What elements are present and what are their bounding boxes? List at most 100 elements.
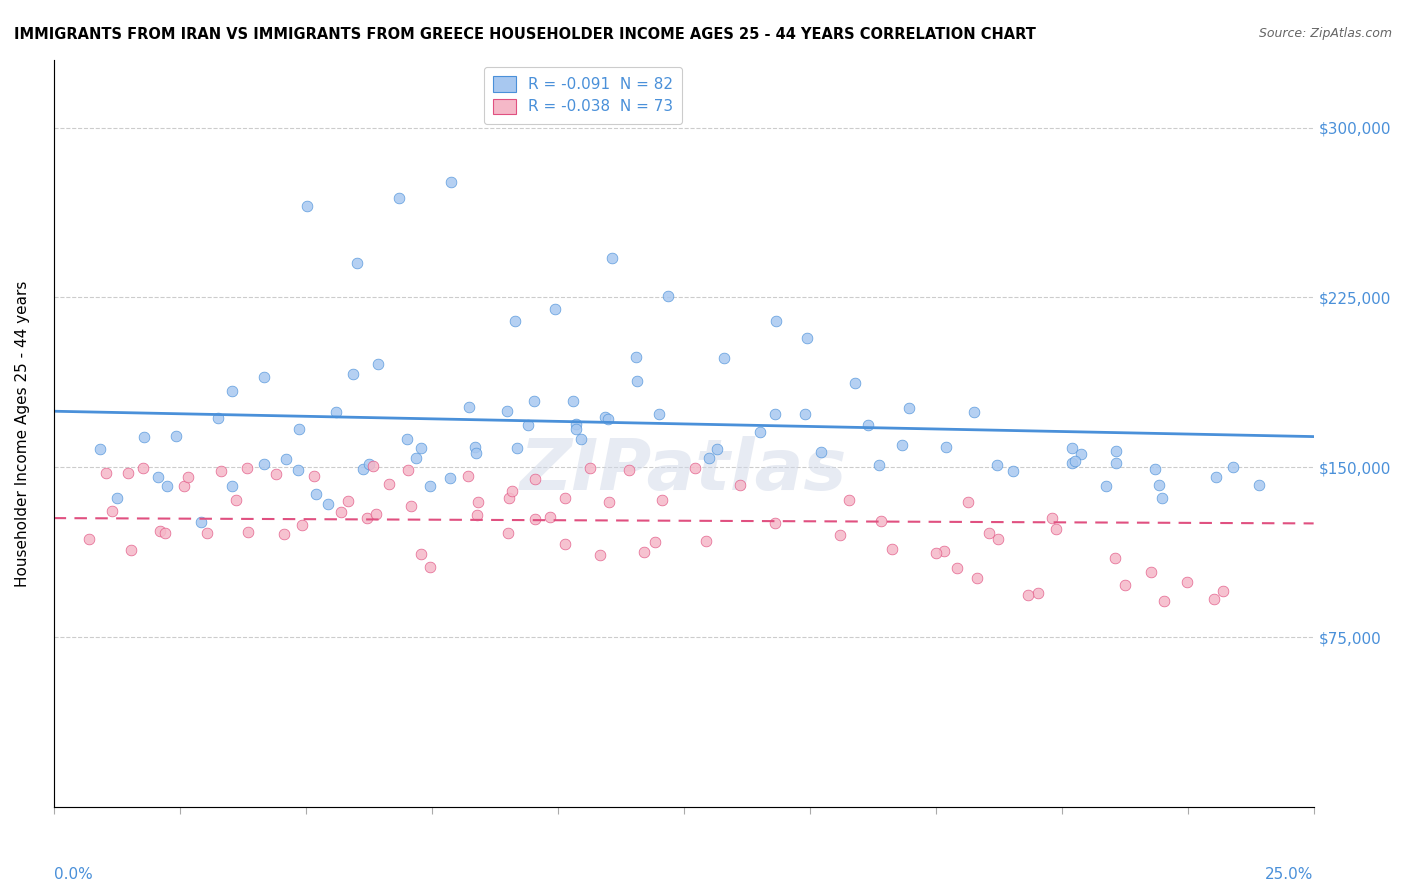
Point <box>523 394 546 409</box>
Point <box>221 384 243 399</box>
Text: 0.0%: 0.0% <box>53 867 93 882</box>
Point <box>399 499 422 513</box>
Text: ZIPatlas: ZIPatlas <box>520 436 848 505</box>
Point <box>763 407 786 421</box>
Point <box>562 394 585 409</box>
Point <box>148 524 170 539</box>
Point <box>411 547 433 561</box>
Point <box>1212 584 1234 599</box>
Point <box>346 255 368 269</box>
Point <box>934 544 956 558</box>
Point <box>626 374 648 388</box>
Point <box>925 546 948 560</box>
Point <box>728 478 751 492</box>
Point <box>336 493 359 508</box>
Point <box>589 549 612 563</box>
Point <box>419 479 441 493</box>
Point <box>977 525 1000 540</box>
Point <box>593 409 616 424</box>
Point <box>117 466 139 480</box>
Point <box>165 429 187 443</box>
Point <box>464 446 486 460</box>
Point <box>890 438 912 452</box>
Point <box>748 425 770 440</box>
Text: IMMIGRANTS FROM IRAN VS IMMIGRANTS FROM GREECE HOUSEHOLDER INCOME AGES 25 - 44 Y: IMMIGRANTS FROM IRAN VS IMMIGRANTS FROM … <box>14 27 1036 42</box>
Point <box>657 289 679 303</box>
Point <box>706 442 728 456</box>
Point <box>457 469 479 483</box>
Point <box>439 175 461 189</box>
Point <box>1045 522 1067 536</box>
Point <box>1062 441 1084 455</box>
Point <box>190 515 212 529</box>
Point <box>793 407 815 421</box>
Point <box>554 537 576 551</box>
Point <box>253 369 276 384</box>
Point <box>810 445 832 459</box>
Point <box>1222 460 1244 475</box>
Point <box>644 535 666 549</box>
Point <box>695 533 717 548</box>
Point <box>600 251 623 265</box>
Point <box>1095 479 1118 493</box>
Point <box>844 376 866 390</box>
Point <box>134 430 156 444</box>
Point <box>378 476 401 491</box>
Point <box>396 463 419 477</box>
Point <box>120 542 142 557</box>
Point <box>195 526 218 541</box>
Point <box>544 302 567 317</box>
Point <box>619 463 641 477</box>
Point <box>1105 456 1128 470</box>
Point <box>1105 444 1128 458</box>
Point <box>173 479 195 493</box>
Point <box>506 441 529 455</box>
Point <box>517 418 540 433</box>
Point <box>765 314 787 328</box>
Point <box>683 460 706 475</box>
Point <box>1002 465 1025 479</box>
Point <box>302 469 325 483</box>
Point <box>132 460 155 475</box>
Point <box>467 495 489 509</box>
Point <box>869 514 891 528</box>
Point <box>633 545 655 559</box>
Point <box>146 470 169 484</box>
Point <box>396 432 419 446</box>
Y-axis label: Householder Income Ages 25 - 44 years: Householder Income Ages 25 - 44 years <box>15 280 30 587</box>
Point <box>579 461 602 475</box>
Point <box>498 491 520 506</box>
Point <box>763 516 786 530</box>
Point <box>856 417 879 432</box>
Point <box>828 528 851 542</box>
Point <box>273 526 295 541</box>
Point <box>538 510 561 524</box>
Point <box>276 452 298 467</box>
Point <box>868 458 890 472</box>
Point <box>713 351 735 365</box>
Point <box>1040 511 1063 525</box>
Point <box>1060 456 1083 470</box>
Point <box>1070 447 1092 461</box>
Point <box>207 411 229 425</box>
Point <box>356 511 378 525</box>
Point <box>564 422 586 436</box>
Point <box>363 459 385 474</box>
Point <box>624 351 647 365</box>
Point <box>1144 462 1167 476</box>
Point <box>1017 588 1039 602</box>
Point <box>225 493 247 508</box>
Point <box>554 491 576 505</box>
Point <box>465 508 488 523</box>
Point <box>156 479 179 493</box>
Point <box>295 199 318 213</box>
Point <box>966 570 988 584</box>
Point <box>1204 592 1226 607</box>
Point <box>405 450 427 465</box>
Legend: R = -0.091  N = 82, R = -0.038  N = 73: R = -0.091 N = 82, R = -0.038 N = 73 <box>484 67 682 124</box>
Point <box>963 405 986 419</box>
Point <box>264 467 287 481</box>
Point <box>565 417 588 431</box>
Point <box>935 440 957 454</box>
Point <box>316 497 339 511</box>
